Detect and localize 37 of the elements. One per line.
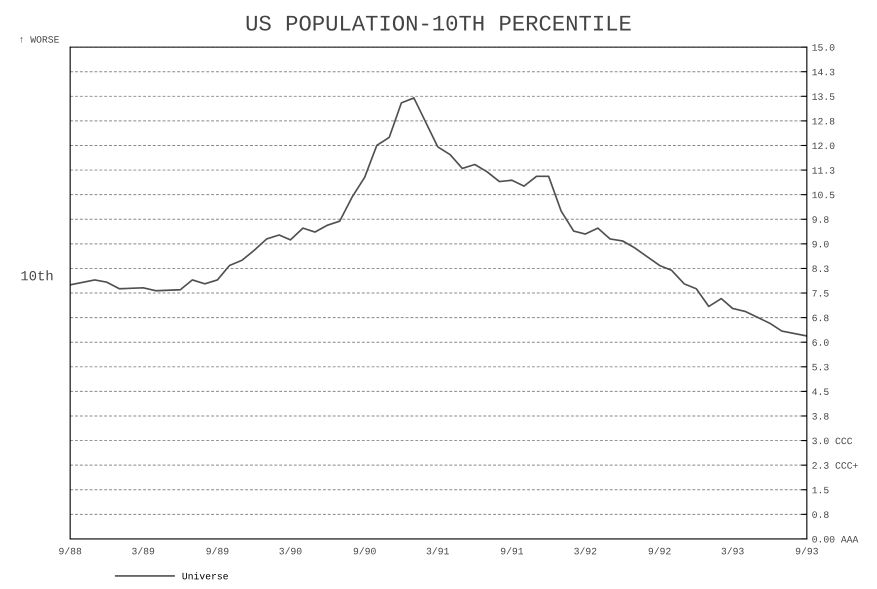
x-tick-label: 9/90 (354, 547, 376, 554)
x-tick-label: 9/91 (500, 547, 524, 554)
x-tick-label: 3/91 (426, 547, 449, 554)
x-tick-label: 9/89 (206, 547, 228, 554)
y-tick-label: 12.0 (812, 142, 834, 150)
y-tick-label: 3.0 CCC (812, 438, 852, 444)
y-tick-label: 14.3 (812, 68, 834, 76)
y-axis-title: 10th (21, 270, 52, 280)
y-tick-label: 0.8 (812, 511, 829, 518)
y-tick-label: 3.8 (812, 413, 829, 420)
x-tick-label: 3/90 (279, 547, 302, 554)
line-series (70, 97, 807, 337)
y-tick-label: 4.5 (812, 388, 829, 396)
y-tick-label: 6.0 (812, 339, 829, 346)
y-tick-label: 6.8 (812, 314, 829, 322)
x-tick-label: 3/93 (722, 547, 744, 554)
x-tick-label: 9/88 (59, 547, 82, 554)
chart-title: US POPULATION-10TH PERCENTILE (246, 16, 631, 31)
x-tick-label: 9/92 (648, 547, 671, 554)
y-tick-label: 5.3 (812, 364, 829, 370)
y-tick-label: 10.5 (812, 192, 834, 198)
y-tick-label: 15.0 (812, 44, 834, 51)
text: ↑ WORSE (20, 36, 59, 43)
x-tick-label: 9/93 (796, 547, 818, 554)
y-tick-label: 9.8 (812, 216, 829, 223)
y-tick-label: 8.3 (812, 265, 829, 272)
y-tick-label: 1.5 (812, 486, 829, 494)
x-tick-label: 3/89 (132, 547, 154, 554)
y-tick-label: 12.8 (812, 118, 834, 125)
y-tick-label: 13.5 (812, 93, 834, 100)
y-tick-label: 9.0 (812, 240, 829, 248)
y-tick-label: 0.00 AAA (812, 536, 858, 543)
x-tick-label: 3/92 (574, 547, 596, 554)
y-tick-label: 11.3 (812, 167, 834, 174)
y-tick-label: 7.5 (812, 290, 829, 297)
y-tick-label: 2.3 CCC+ (812, 462, 858, 469)
text: Universe (182, 572, 228, 580)
